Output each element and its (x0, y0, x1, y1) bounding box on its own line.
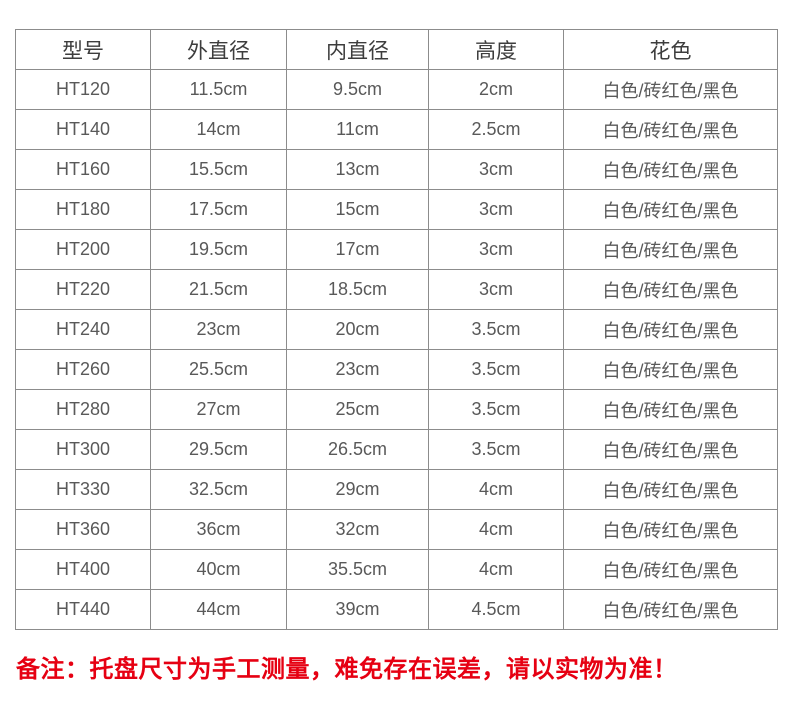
table-row: HT440 44cm 39cm 4.5cm 白色/砖红色/黑色 (15, 589, 778, 630)
cell-height: 3cm (428, 269, 564, 310)
note-text: 备注：托盘尺寸为手工测量，难免存在误差，请以实物为准！ (16, 656, 678, 683)
cell-height: 4cm (428, 469, 564, 510)
table-row: HT200 19.5cm 17cm 3cm 白色/砖红色/黑色 (15, 229, 778, 270)
cell-color: 白色/砖红色/黑色 (563, 349, 778, 390)
table-row: HT160 15.5cm 13cm 3cm 白色/砖红色/黑色 (15, 149, 778, 190)
table-row: HT180 17.5cm 15cm 3cm 白色/砖红色/黑色 (15, 189, 778, 230)
cell-outer-diameter: 15.5cm (150, 149, 287, 190)
cell-color: 白色/砖红色/黑色 (563, 149, 778, 190)
cell-outer-diameter: 25.5cm (150, 349, 287, 390)
cell-outer-diameter: 40cm (150, 549, 287, 590)
cell-height: 3.5cm (428, 429, 564, 470)
cell-color: 白色/砖红色/黑色 (563, 389, 778, 430)
cell-inner-diameter: 18.5cm (286, 269, 429, 310)
cell-inner-diameter: 26.5cm (286, 429, 429, 470)
cell-color: 白色/砖红色/黑色 (563, 429, 778, 470)
cell-inner-diameter: 20cm (286, 309, 429, 350)
cell-model: HT360 (15, 509, 151, 550)
table-row: HT300 29.5cm 26.5cm 3.5cm 白色/砖红色/黑色 (15, 429, 778, 470)
cell-model: HT330 (15, 469, 151, 510)
cell-color: 白色/砖红色/黑色 (563, 189, 778, 230)
table-row: HT330 32.5cm 29cm 4cm 白色/砖红色/黑色 (15, 469, 778, 510)
cell-height: 3.5cm (428, 389, 564, 430)
cell-height: 2cm (428, 69, 564, 110)
cell-model: HT120 (15, 69, 151, 110)
cell-outer-diameter: 21.5cm (150, 269, 287, 310)
cell-outer-diameter: 44cm (150, 589, 287, 630)
cell-inner-diameter: 13cm (286, 149, 429, 190)
cell-model: HT140 (15, 109, 151, 150)
cell-height: 3cm (428, 149, 564, 190)
cell-color: 白色/砖红色/黑色 (563, 549, 778, 590)
cell-color: 白色/砖红色/黑色 (563, 589, 778, 630)
cell-inner-diameter: 23cm (286, 349, 429, 390)
table-row: HT240 23cm 20cm 3.5cm 白色/砖红色/黑色 (15, 309, 778, 350)
header-height: 高度 (428, 29, 564, 70)
cell-inner-diameter: 9.5cm (286, 69, 429, 110)
cell-height: 2.5cm (428, 109, 564, 150)
cell-color: 白色/砖红色/黑色 (563, 109, 778, 150)
cell-outer-diameter: 17.5cm (150, 189, 287, 230)
cell-model: HT300 (15, 429, 151, 470)
cell-inner-diameter: 15cm (286, 189, 429, 230)
cell-model: HT160 (15, 149, 151, 190)
header-inner-diameter: 内直径 (286, 29, 429, 70)
cell-color: 白色/砖红色/黑色 (563, 229, 778, 270)
cell-color: 白色/砖红色/黑色 (563, 269, 778, 310)
header-model: 型号 (15, 29, 151, 70)
cell-inner-diameter: 17cm (286, 229, 429, 270)
cell-height: 3.5cm (428, 309, 564, 350)
cell-height: 3cm (428, 229, 564, 270)
table-row: HT400 40cm 35.5cm 4cm 白色/砖红色/黑色 (15, 549, 778, 590)
cell-model: HT200 (15, 229, 151, 270)
cell-model: HT280 (15, 389, 151, 430)
cell-inner-diameter: 25cm (286, 389, 429, 430)
cell-color: 白色/砖红色/黑色 (563, 469, 778, 510)
cell-color: 白色/砖红色/黑色 (563, 69, 778, 110)
header-color: 花色 (563, 29, 778, 70)
cell-model: HT260 (15, 349, 151, 390)
cell-outer-diameter: 14cm (150, 109, 287, 150)
table-row: HT360 36cm 32cm 4cm 白色/砖红色/黑色 (15, 509, 778, 550)
table-row: HT280 27cm 25cm 3.5cm 白色/砖红色/黑色 (15, 389, 778, 430)
cell-model: HT180 (15, 189, 151, 230)
cell-model: HT240 (15, 309, 151, 350)
table-header-row: 型号 外直径 内直径 高度 花色 (15, 29, 778, 70)
cell-inner-diameter: 39cm (286, 589, 429, 630)
cell-outer-diameter: 23cm (150, 309, 287, 350)
cell-height: 3cm (428, 189, 564, 230)
cell-color: 白色/砖红色/黑色 (563, 309, 778, 350)
cell-height: 4cm (428, 549, 564, 590)
cell-color: 白色/砖红色/黑色 (563, 509, 778, 550)
header-outer-diameter: 外直径 (150, 29, 287, 70)
cell-outer-diameter: 19.5cm (150, 229, 287, 270)
cell-inner-diameter: 35.5cm (286, 549, 429, 590)
cell-height: 4.5cm (428, 589, 564, 630)
cell-outer-diameter: 32.5cm (150, 469, 287, 510)
cell-inner-diameter: 32cm (286, 509, 429, 550)
cell-model: HT400 (15, 549, 151, 590)
cell-outer-diameter: 36cm (150, 509, 287, 550)
cell-outer-diameter: 29.5cm (150, 429, 287, 470)
cell-height: 3.5cm (428, 349, 564, 390)
table-row: HT120 11.5cm 9.5cm 2cm 白色/砖红色/黑色 (15, 69, 778, 110)
cell-outer-diameter: 27cm (150, 389, 287, 430)
table-row: HT260 25.5cm 23cm 3.5cm 白色/砖红色/黑色 (15, 349, 778, 390)
table-row: HT220 21.5cm 18.5cm 3cm 白色/砖红色/黑色 (15, 269, 778, 310)
cell-model: HT220 (15, 269, 151, 310)
cell-inner-diameter: 11cm (286, 109, 429, 150)
cell-model: HT440 (15, 589, 151, 630)
cell-height: 4cm (428, 509, 564, 550)
spec-table: 型号 外直径 内直径 高度 花色 HT120 11.5cm 9.5cm 2cm … (15, 29, 778, 630)
table-row: HT140 14cm 11cm 2.5cm 白色/砖红色/黑色 (15, 109, 778, 150)
cell-inner-diameter: 29cm (286, 469, 429, 510)
cell-outer-diameter: 11.5cm (150, 69, 287, 110)
